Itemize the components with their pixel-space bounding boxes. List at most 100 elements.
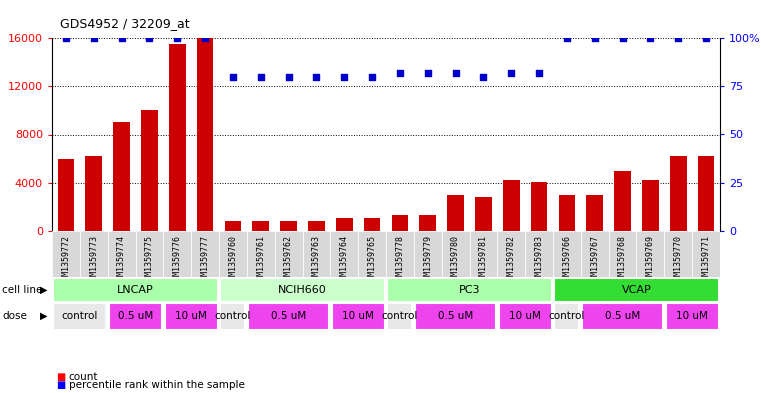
Point bbox=[282, 73, 295, 80]
FancyBboxPatch shape bbox=[358, 231, 386, 303]
Text: 10 uM: 10 uM bbox=[175, 311, 207, 321]
Point bbox=[616, 35, 629, 41]
FancyBboxPatch shape bbox=[332, 303, 384, 329]
Text: GSM1359773: GSM1359773 bbox=[89, 235, 98, 285]
Text: 0.5 uM: 0.5 uM bbox=[118, 311, 153, 321]
Point bbox=[645, 35, 657, 41]
Text: GSM1359781: GSM1359781 bbox=[479, 235, 488, 285]
Point bbox=[561, 35, 573, 41]
Text: 0.5 uM: 0.5 uM bbox=[438, 311, 473, 321]
Point bbox=[700, 35, 712, 41]
FancyBboxPatch shape bbox=[247, 231, 275, 303]
Text: GSM1359765: GSM1359765 bbox=[368, 235, 377, 285]
FancyBboxPatch shape bbox=[387, 278, 552, 302]
FancyBboxPatch shape bbox=[441, 231, 470, 303]
Text: count: count bbox=[68, 372, 98, 382]
FancyBboxPatch shape bbox=[386, 231, 414, 303]
Text: GSM1359763: GSM1359763 bbox=[312, 235, 321, 285]
Text: GSM1359771: GSM1359771 bbox=[702, 235, 711, 285]
FancyBboxPatch shape bbox=[80, 231, 107, 303]
Bar bbox=[559, 195, 575, 231]
Text: GSM1359772: GSM1359772 bbox=[62, 235, 71, 285]
Point bbox=[505, 70, 517, 76]
Text: ▶: ▶ bbox=[40, 285, 47, 295]
Bar bbox=[530, 182, 547, 231]
Text: GSM1359760: GSM1359760 bbox=[228, 235, 237, 285]
Point bbox=[199, 35, 211, 41]
FancyBboxPatch shape bbox=[387, 303, 412, 329]
Text: GSM1359779: GSM1359779 bbox=[423, 235, 432, 285]
Text: GDS4952 / 32209_at: GDS4952 / 32209_at bbox=[59, 17, 189, 30]
Bar bbox=[308, 221, 325, 231]
Text: NCIH660: NCIH660 bbox=[278, 285, 327, 295]
FancyBboxPatch shape bbox=[275, 231, 303, 303]
FancyBboxPatch shape bbox=[693, 231, 720, 303]
Bar bbox=[169, 44, 186, 231]
Bar bbox=[475, 197, 492, 231]
Bar bbox=[253, 221, 269, 231]
Text: cell line: cell line bbox=[2, 285, 43, 295]
Text: GSM1359769: GSM1359769 bbox=[646, 235, 655, 285]
Bar bbox=[698, 156, 715, 231]
Bar bbox=[642, 180, 659, 231]
Bar bbox=[392, 215, 408, 231]
Bar bbox=[85, 156, 102, 231]
FancyBboxPatch shape bbox=[221, 278, 384, 302]
FancyBboxPatch shape bbox=[248, 303, 329, 329]
Text: VCAP: VCAP bbox=[622, 285, 651, 295]
Bar bbox=[58, 159, 75, 231]
Point bbox=[672, 35, 684, 41]
Point bbox=[88, 35, 100, 41]
Point bbox=[366, 73, 378, 80]
Bar bbox=[280, 221, 297, 231]
Point bbox=[227, 73, 239, 80]
Text: GSM1359780: GSM1359780 bbox=[451, 235, 460, 285]
FancyBboxPatch shape bbox=[664, 231, 693, 303]
Bar bbox=[447, 195, 464, 231]
FancyBboxPatch shape bbox=[219, 231, 247, 303]
Text: GSM1359775: GSM1359775 bbox=[145, 235, 154, 285]
FancyBboxPatch shape bbox=[109, 303, 162, 329]
FancyBboxPatch shape bbox=[53, 278, 218, 302]
Text: 10 uM: 10 uM bbox=[342, 311, 374, 321]
Text: ▶: ▶ bbox=[40, 311, 47, 321]
Text: GSM1359770: GSM1359770 bbox=[673, 235, 683, 285]
Text: control: control bbox=[382, 311, 418, 321]
FancyBboxPatch shape bbox=[53, 303, 107, 329]
FancyBboxPatch shape bbox=[498, 231, 525, 303]
Point bbox=[143, 35, 155, 41]
FancyBboxPatch shape bbox=[470, 231, 498, 303]
Bar bbox=[587, 195, 603, 231]
FancyBboxPatch shape bbox=[609, 231, 636, 303]
Point bbox=[255, 73, 267, 80]
Text: GSM1359762: GSM1359762 bbox=[284, 235, 293, 285]
Bar bbox=[614, 171, 631, 231]
FancyBboxPatch shape bbox=[221, 303, 246, 329]
FancyBboxPatch shape bbox=[582, 303, 663, 329]
Text: GSM1359783: GSM1359783 bbox=[534, 235, 543, 285]
Point bbox=[589, 35, 601, 41]
Point bbox=[394, 70, 406, 76]
Text: GSM1359766: GSM1359766 bbox=[562, 235, 572, 285]
Text: control: control bbox=[215, 311, 251, 321]
Bar bbox=[336, 218, 352, 231]
FancyBboxPatch shape bbox=[666, 303, 718, 329]
FancyBboxPatch shape bbox=[553, 231, 581, 303]
Text: GSM1359778: GSM1359778 bbox=[396, 235, 404, 285]
FancyBboxPatch shape bbox=[52, 231, 80, 303]
Bar bbox=[670, 156, 686, 231]
Text: dose: dose bbox=[2, 311, 27, 321]
Text: control: control bbox=[549, 311, 585, 321]
FancyBboxPatch shape bbox=[135, 231, 164, 303]
Text: control: control bbox=[62, 311, 98, 321]
Text: GSM1359776: GSM1359776 bbox=[173, 235, 182, 285]
Point bbox=[477, 73, 489, 80]
FancyBboxPatch shape bbox=[164, 231, 191, 303]
FancyBboxPatch shape bbox=[636, 231, 664, 303]
FancyBboxPatch shape bbox=[555, 303, 579, 329]
Point bbox=[450, 70, 462, 76]
Text: GSM1359774: GSM1359774 bbox=[117, 235, 126, 285]
Text: GSM1359768: GSM1359768 bbox=[618, 235, 627, 285]
Text: 0.5 uM: 0.5 uM bbox=[271, 311, 306, 321]
Bar bbox=[141, 110, 158, 231]
